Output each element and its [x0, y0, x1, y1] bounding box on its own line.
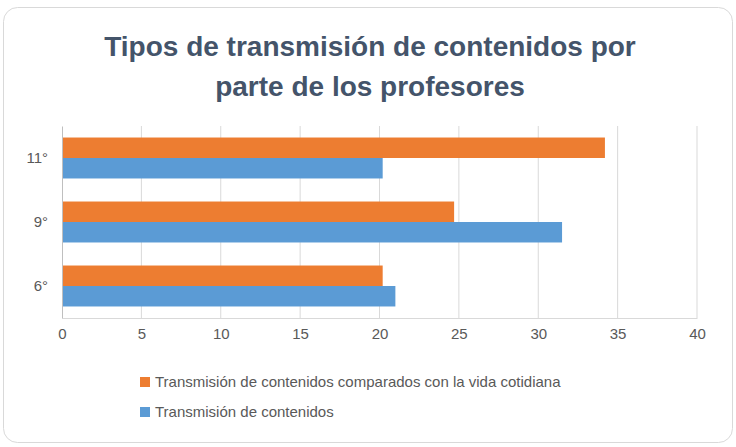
- chart-svg: Tipos de transmisión de contenidos por pa…: [0, 0, 736, 447]
- legend-label: Transmisión de contenidos comparados con…: [155, 373, 561, 390]
- x-tick: 5: [138, 318, 146, 342]
- x-tick-label: 35: [610, 325, 627, 342]
- x-tick: 10: [213, 318, 230, 342]
- chart-frame: [4, 8, 733, 443]
- legend-swatch: [140, 407, 150, 417]
- bar: [62, 138, 605, 158]
- x-axis-line: [63, 318, 698, 319]
- legend-swatch: [140, 377, 150, 387]
- bar: [62, 266, 383, 286]
- y-tick-label: 9°: [34, 213, 48, 230]
- x-axis: 0 5 10 15 20 25 30 35 40: [58, 318, 706, 342]
- x-tick: 35: [610, 318, 627, 342]
- y-tick-label: 6°: [34, 277, 48, 294]
- y-axis-line: [62, 127, 63, 319]
- x-tick-label: 10: [213, 325, 230, 342]
- chart-title-line: Tipos de transmisión de contenidos por: [104, 31, 636, 62]
- x-tick: 0: [58, 318, 66, 342]
- grid-line: [617, 126, 618, 318]
- x-tick-label: 15: [292, 325, 309, 342]
- y-tick: 6°: [34, 277, 62, 294]
- chart-title: Tipos de transmisión de contenidos por pa…: [104, 31, 636, 102]
- x-tick-label: 20: [372, 325, 389, 342]
- bar: [62, 222, 562, 242]
- bar: [62, 286, 395, 306]
- x-tick-label: 25: [451, 325, 468, 342]
- legend-item: Transmisión de contenidos: [140, 403, 334, 420]
- x-tick-label: 5: [138, 325, 146, 342]
- grid-line: [697, 126, 698, 318]
- legend-item: Transmisión de contenidos comparados con…: [140, 373, 561, 390]
- x-tick: 15: [292, 318, 309, 342]
- legend-label: Transmisión de contenidos: [155, 403, 334, 420]
- y-tick: 9°: [34, 213, 62, 230]
- x-tick-label: 0: [58, 325, 66, 342]
- x-tick: 40: [689, 318, 706, 342]
- x-tick-label: 40: [689, 325, 706, 342]
- x-tick: 30: [530, 318, 547, 342]
- x-tick: 25: [451, 318, 468, 342]
- bars: [62, 138, 605, 307]
- chart-title-line: parte de los profesores: [215, 71, 525, 102]
- y-axis: 6° 9° 11°: [26, 127, 62, 319]
- y-tick-label: 11°: [26, 149, 48, 166]
- bar: [62, 158, 383, 178]
- bar: [62, 202, 454, 222]
- y-tick: 11°: [26, 149, 62, 166]
- legend: Transmisión de contenidos comparados con…: [140, 373, 561, 420]
- x-tick: 20: [372, 318, 389, 342]
- x-tick-label: 30: [530, 325, 547, 342]
